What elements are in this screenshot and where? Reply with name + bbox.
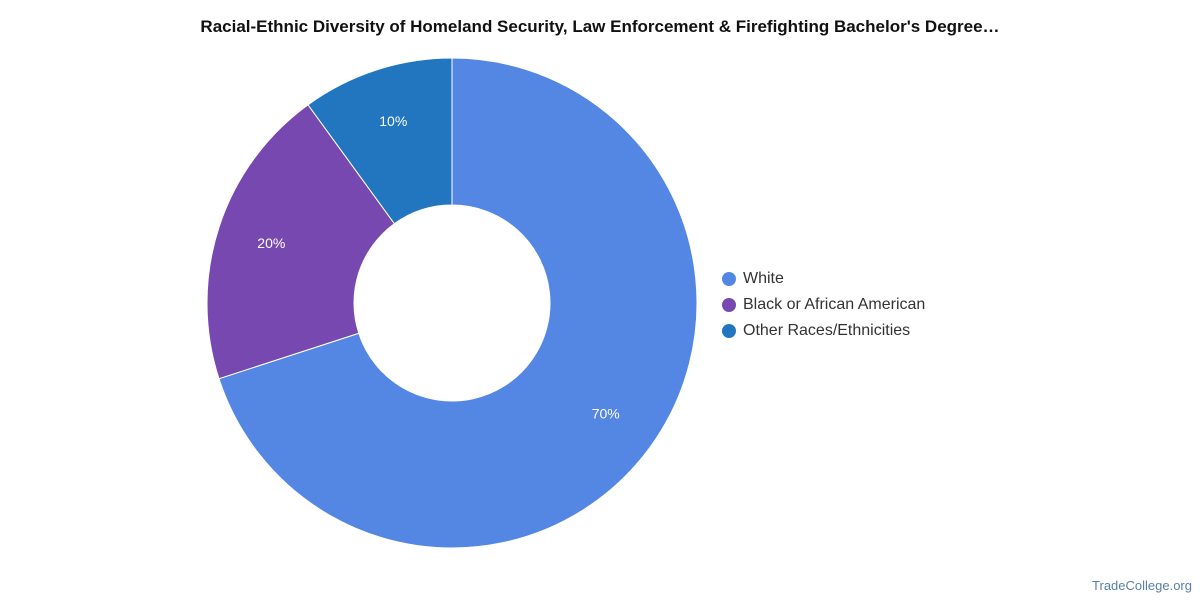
legend: White Black or African American Other Ra… [722, 266, 925, 344]
legend-swatch-black-or-african-american [722, 298, 736, 312]
legend-swatch-other-races-ethnicities [722, 324, 736, 338]
chart-title: Racial-Ethnic Diversity of Homeland Secu… [200, 17, 1000, 36]
legend-label-white: White [743, 270, 784, 287]
watermark[interactable]: TradeCollege.org [1092, 578, 1192, 593]
legend-label-black-or-african-american: Black or African American [743, 296, 926, 313]
slice-black-or-african-american[interactable] [206, 104, 396, 380]
slice-other-races-ethnicities[interactable] [307, 57, 453, 225]
legend-item-other-races-ethnicities[interactable]: Other Races/Ethnicities [722, 318, 925, 344]
slice-label-white: 70% [592, 405, 620, 421]
slice-label-black-or-african-american: 20% [257, 235, 285, 251]
slice-label-other-races-ethnicities: 10% [379, 113, 407, 129]
legend-item-white[interactable]: White [722, 266, 925, 292]
slice-white[interactable] [218, 57, 698, 549]
legend-swatch-white [722, 272, 736, 286]
legend-item-black-or-african-american[interactable]: Black or African American [722, 292, 925, 318]
legend-label-other-races-ethnicities: Other Races/Ethnicities [743, 322, 911, 339]
